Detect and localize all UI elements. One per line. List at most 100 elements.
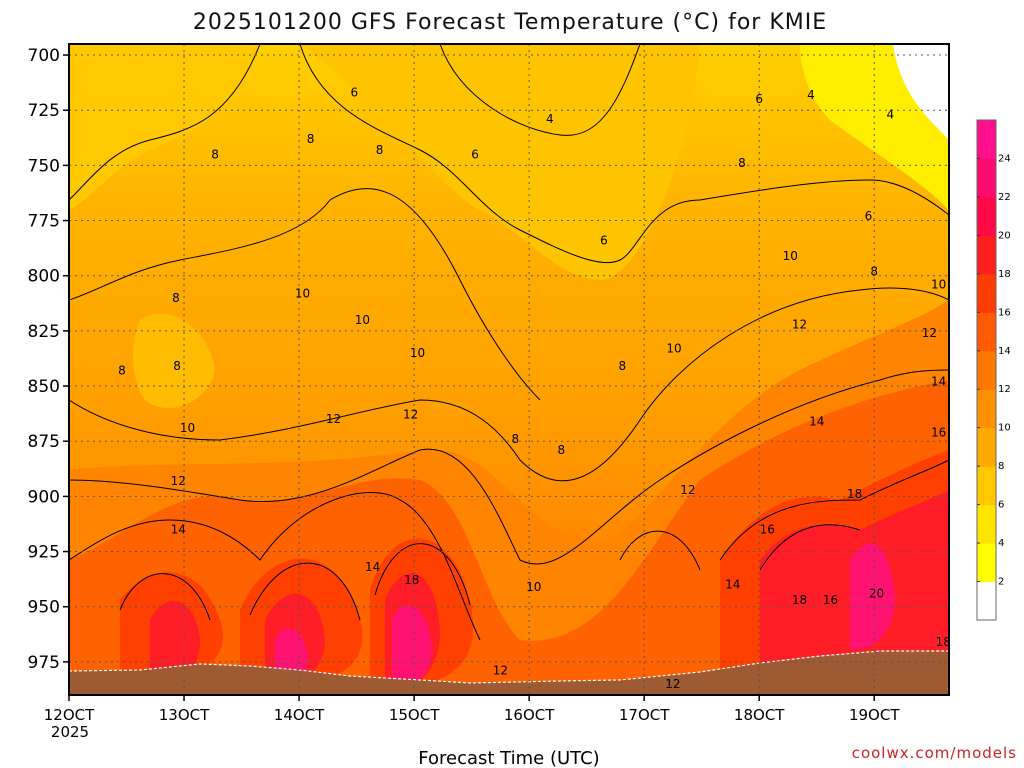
colorbar-segment <box>977 312 996 352</box>
chart-title: 2025101200 GFS Forecast Temperature (°C)… <box>193 10 827 35</box>
colorbar-label: 16 <box>998 307 1011 318</box>
contour-label: 8 <box>512 432 520 446</box>
y-tick-label: 975 <box>28 653 60 673</box>
colorbar-label: 8 <box>998 461 1004 472</box>
contour-label: 12 <box>493 664 508 678</box>
contour-label: 4 <box>546 112 554 126</box>
x-axis-label: Forecast Time (UTC) <box>418 748 599 768</box>
region-yellow-left <box>69 44 260 210</box>
contour-lines <box>69 44 949 641</box>
y-tick-label: 700 <box>28 46 60 66</box>
contour-label: 14 <box>171 522 186 536</box>
region-magenta-low <box>275 543 895 690</box>
contour-label: 8 <box>738 156 746 170</box>
contour-label: 10 <box>666 342 681 356</box>
colorbar-segment <box>977 504 996 544</box>
colorbar-segment <box>977 389 996 429</box>
y-tick-label: 925 <box>28 543 60 563</box>
colorbar-label: 12 <box>998 384 1011 395</box>
contour-label: 8 <box>172 291 180 305</box>
contour-label: 10 <box>783 249 798 263</box>
contour-label: 18 <box>792 593 807 607</box>
contour-label: 10 <box>355 313 370 327</box>
ground-outline <box>69 650 949 684</box>
contour-label: 20 <box>869 586 884 600</box>
x-tick-label: 17OCT <box>619 706 670 724</box>
contour-label: 16 <box>823 593 838 607</box>
contour-label: 4 <box>807 88 815 102</box>
region-white-top-right <box>893 44 949 140</box>
colorbar-segment <box>977 543 996 583</box>
colorbar-label: 2 <box>998 577 1004 588</box>
contour-label: 12 <box>922 326 937 340</box>
contour-label: 10 <box>180 421 195 435</box>
contour-label: 6 <box>471 147 479 161</box>
region-red-low <box>120 450 949 690</box>
contour-label: 6 <box>755 92 763 106</box>
contour-label: 8 <box>118 364 126 378</box>
x-tick-label: 16OCT <box>504 706 555 724</box>
contour-label: 14 <box>931 375 946 389</box>
contour-label: 6 <box>600 233 608 247</box>
contour-label: 10 <box>410 346 425 360</box>
plot-frame <box>68 43 950 696</box>
contour-label: 8 <box>870 264 878 278</box>
contour-label: 16 <box>760 522 775 536</box>
contour-label: 14 <box>809 414 824 428</box>
ground-terrain <box>69 651 949 695</box>
contour-label: 8 <box>173 359 181 373</box>
x-tick-label: 19OCT <box>849 706 900 724</box>
colorbar-label: 18 <box>998 269 1011 280</box>
colorbar-segment <box>977 466 996 506</box>
contour-label: 16 <box>931 425 946 439</box>
contour-label: 12 <box>403 408 418 422</box>
contour-label: 10 <box>295 286 310 300</box>
colorbar-segment <box>977 235 996 275</box>
contour-label: 14 <box>365 560 380 574</box>
contour-label: 12 <box>171 474 186 488</box>
contour-label: 8 <box>211 147 219 161</box>
y-tick-label: 950 <box>28 598 60 618</box>
contour-label: 18 <box>404 573 419 587</box>
contour-label: 12 <box>665 677 680 691</box>
contour-label: 8 <box>618 359 626 373</box>
contour-label: 12 <box>680 483 695 497</box>
y-tick-label: 750 <box>28 156 60 176</box>
y-tick-label: 725 <box>28 101 60 121</box>
colorbar-segment <box>977 196 996 236</box>
x-tick-label: 14OCT <box>274 706 325 724</box>
credit-text: coolwx.com/models <box>852 744 1017 762</box>
contour-label: 18 <box>847 487 862 501</box>
colorbar-frame <box>976 119 997 621</box>
contour-label: 4 <box>887 108 895 122</box>
colorbar-segment <box>977 581 996 621</box>
contour-label: 8 <box>376 143 384 157</box>
colorbar-label: 6 <box>998 500 1004 511</box>
y-tick-label: 900 <box>28 487 60 507</box>
contour-label-layer: 6 4 6 4 4 8 8 8 6 8 6 6 10 8 10 8 10 10 12 12 10 10 8 8 8 14 12 12 1… <box>118 86 949 691</box>
colorbar-label: 20 <box>998 230 1011 241</box>
contour-label: 12 <box>326 412 341 426</box>
colorbar-segment <box>977 158 996 198</box>
contour-label: 10 <box>931 278 946 292</box>
colorbar-label: 24 <box>998 153 1011 164</box>
x-tick-label: 12OCT <box>44 706 95 724</box>
y-tick-label: 825 <box>28 322 60 342</box>
x-axis: 12OCT 13OCT 14OCT 15OCT 16OCT 17OCT 18OCT 19OCT <box>44 695 900 724</box>
colorbar-label: 22 <box>998 192 1011 203</box>
y-tick-label: 775 <box>28 212 60 232</box>
contour-label: 8 <box>558 443 566 457</box>
contour-label: 12 <box>792 317 807 331</box>
colorbar-label: 4 <box>998 538 1004 549</box>
y-tick-label: 800 <box>28 267 60 287</box>
region-left-pocket <box>133 313 215 409</box>
colorbar-label: 10 <box>998 423 1011 434</box>
contour-label: 10 <box>526 580 541 594</box>
contour-label: 6 <box>350 86 358 100</box>
x-tick-label: 15OCT <box>389 706 440 724</box>
x-tick-label: 13OCT <box>159 706 210 724</box>
plot-area: 6 4 6 4 4 8 8 8 6 8 6 6 10 8 10 8 10 10 12 12 10 10 8 8 8 14 12 12 1… <box>69 44 949 695</box>
y-tick-label: 875 <box>28 432 60 452</box>
